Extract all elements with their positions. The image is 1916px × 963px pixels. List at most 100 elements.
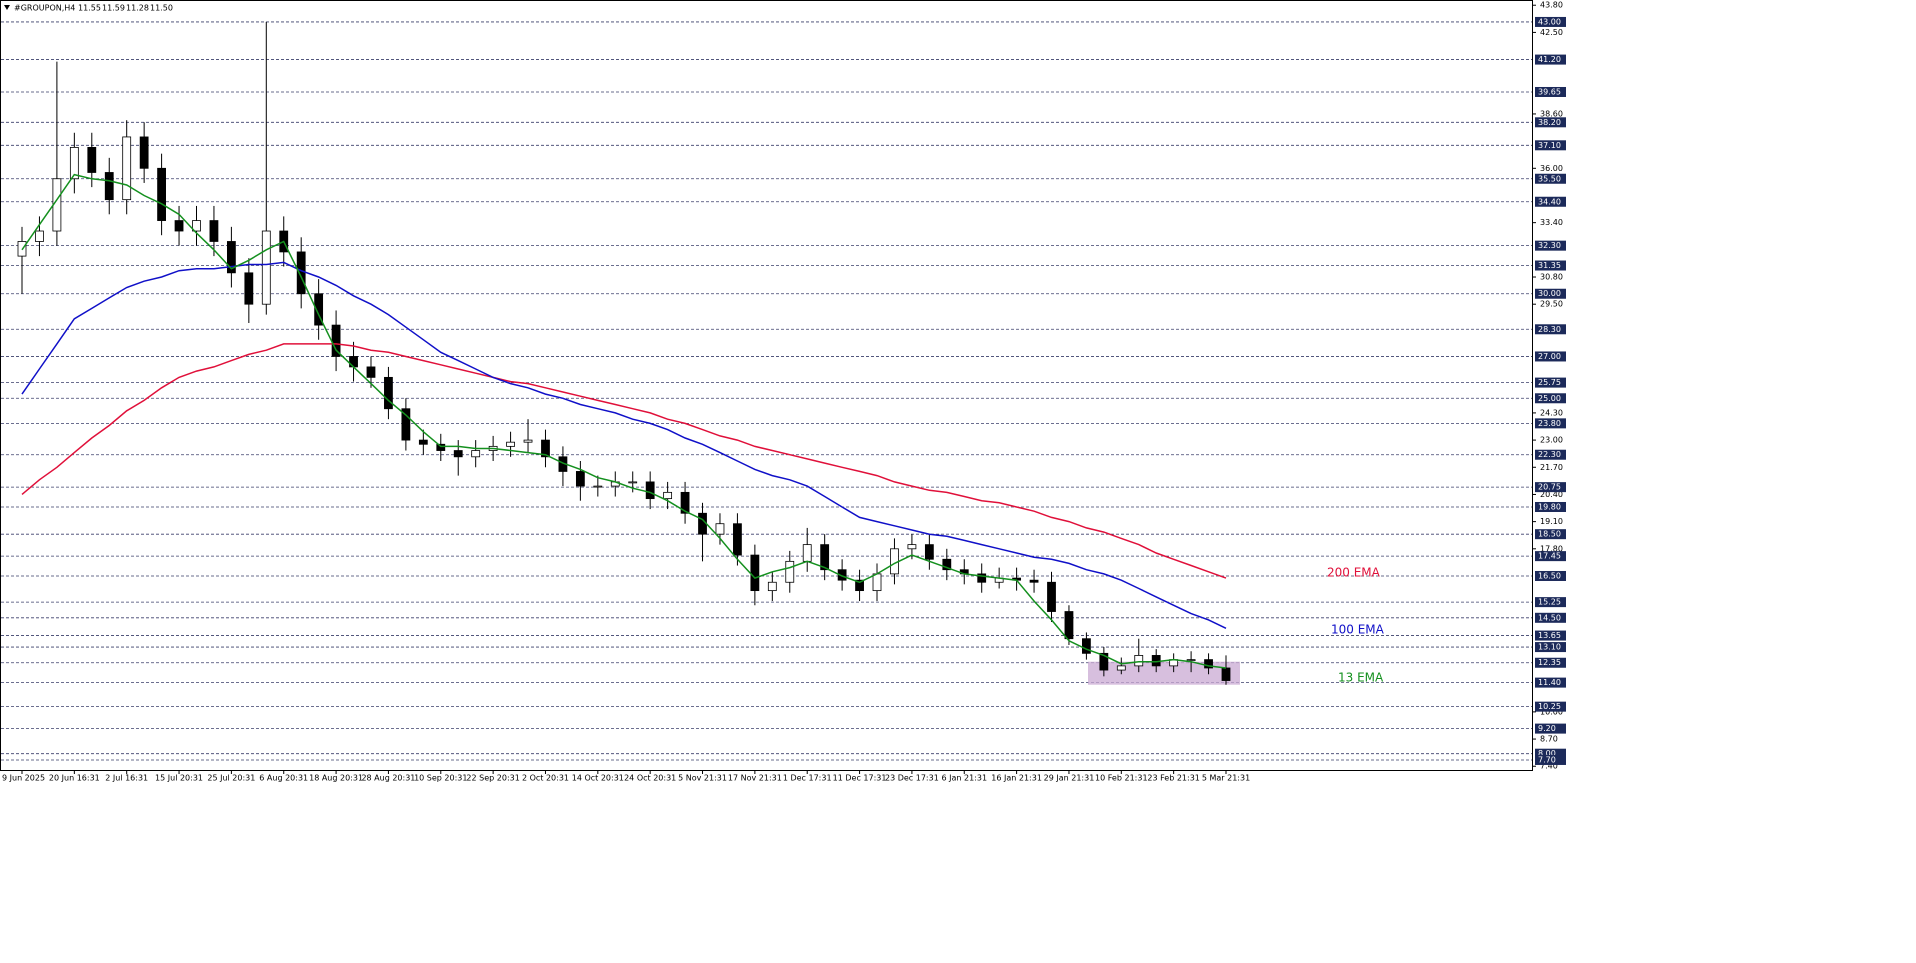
level-label-bg bbox=[1535, 140, 1566, 151]
level-label-bg bbox=[1535, 551, 1566, 562]
x-tick-label: 2 Oct 20:31 bbox=[522, 774, 569, 783]
level-label-bg bbox=[1535, 677, 1566, 688]
level-label: 30.00 bbox=[1538, 289, 1561, 298]
level-label-bg bbox=[1535, 630, 1566, 641]
candle-body bbox=[453, 450, 463, 458]
candle-body bbox=[35, 230, 44, 242]
y-tick-label: 7.40 bbox=[1540, 762, 1558, 771]
x-tick-label: 6 Jan 21:31 bbox=[941, 774, 987, 783]
y-tick-label: 17.80 bbox=[1540, 544, 1563, 553]
level-label: 20.75 bbox=[1538, 483, 1561, 492]
level-label-bg bbox=[1535, 117, 1566, 128]
level-label: 25.75 bbox=[1538, 378, 1561, 387]
header-value: 11.50 bbox=[150, 4, 173, 13]
candle-body bbox=[663, 491, 673, 500]
ema-line bbox=[21, 261, 1227, 629]
y-tick-label: 20.40 bbox=[1540, 490, 1563, 499]
level-label-bg bbox=[1535, 501, 1566, 512]
x-tick-label: 9 Jun 2025 bbox=[2, 774, 45, 783]
level-label: 22.30 bbox=[1538, 450, 1561, 459]
candle-body bbox=[593, 485, 603, 488]
level-label: 12.35 bbox=[1538, 658, 1561, 667]
candle-body bbox=[1082, 638, 1091, 654]
ema-line bbox=[21, 173, 1227, 669]
candle-body bbox=[802, 544, 812, 562]
candle-body bbox=[1064, 611, 1074, 640]
x-tick-label: 1 Dec 17:31 bbox=[783, 774, 832, 783]
level-label-bg bbox=[1535, 657, 1566, 668]
level-label-bg bbox=[1535, 377, 1566, 388]
y-tick-label: 29.50 bbox=[1540, 300, 1563, 309]
x-tick-label: 2 Jul 16:31 bbox=[105, 774, 148, 783]
y-tick-label: 33.40 bbox=[1540, 218, 1563, 227]
level-label-bg bbox=[1535, 351, 1566, 362]
x-tick-label: 18 Aug 20:31 bbox=[309, 774, 363, 783]
level-label-bg bbox=[1535, 612, 1566, 623]
x-tick-label: 23 Dec 17:31 bbox=[885, 774, 939, 783]
level-label: 14.50 bbox=[1538, 613, 1561, 622]
level-label-bg bbox=[1535, 16, 1566, 27]
candle-body bbox=[1116, 665, 1126, 671]
candle-body bbox=[977, 573, 987, 583]
candle-body bbox=[907, 544, 917, 550]
candle-body bbox=[872, 573, 882, 592]
level-label: 37.10 bbox=[1538, 141, 1561, 150]
level-label-bg bbox=[1535, 418, 1566, 429]
legend-label: 200 EMA bbox=[1327, 566, 1381, 580]
level-label: 15.25 bbox=[1538, 598, 1561, 607]
level-label-bg bbox=[1535, 701, 1566, 712]
candle-body bbox=[471, 450, 481, 458]
level-label-bg bbox=[1535, 642, 1566, 653]
header-value: 11.55 bbox=[78, 4, 101, 13]
level-label-bg bbox=[1535, 723, 1566, 734]
level-label-bg bbox=[1535, 173, 1566, 184]
x-tick-label: 6 Aug 20:31 bbox=[259, 774, 308, 783]
candle-body bbox=[575, 471, 585, 487]
level-label: 32.30 bbox=[1538, 241, 1561, 250]
level-label-bg bbox=[1535, 288, 1566, 299]
level-label-bg bbox=[1535, 529, 1566, 540]
x-tick-label: 17 Nov 21:31 bbox=[728, 774, 782, 783]
level-label-bg bbox=[1535, 240, 1566, 251]
legend-label: 100 EMA bbox=[1331, 623, 1385, 637]
candle-body bbox=[698, 512, 707, 535]
x-tick-label: 5 Nov 21:31 bbox=[678, 774, 727, 783]
candle-body bbox=[209, 220, 219, 242]
candle-body bbox=[942, 558, 952, 571]
level-label-bg bbox=[1535, 86, 1566, 97]
y-tick-label: 23.00 bbox=[1540, 436, 1563, 445]
header-value: 11.28 bbox=[126, 4, 149, 13]
x-tick-label: 10 Feb 21:31 bbox=[1095, 774, 1147, 783]
x-tick-label: 28 Aug 20:31 bbox=[361, 774, 415, 783]
y-tick-label: 42.50 bbox=[1540, 28, 1563, 37]
level-label: 9.20 bbox=[1538, 724, 1556, 733]
x-tick-label: 25 Jul 20:31 bbox=[207, 774, 255, 783]
candle-body bbox=[349, 356, 358, 368]
level-label-bg bbox=[1535, 54, 1566, 65]
level-label: 38.20 bbox=[1538, 118, 1561, 127]
y-tick-label: 36.00 bbox=[1540, 164, 1563, 173]
level-label-bg bbox=[1535, 393, 1566, 404]
y-tick-label: 10.00 bbox=[1540, 707, 1563, 716]
candle-body bbox=[750, 554, 760, 592]
candle-body bbox=[715, 523, 725, 535]
x-tick-label: 24 Oct 20:31 bbox=[624, 774, 676, 783]
candle-body bbox=[855, 579, 864, 592]
level-label: 8.00 bbox=[1538, 749, 1556, 758]
level-label-bg bbox=[1535, 570, 1566, 581]
x-tick-label: 14 Oct 20:31 bbox=[572, 774, 624, 783]
x-tick-label: 20 Jun 16:31 bbox=[49, 774, 100, 783]
level-label: 25.00 bbox=[1538, 394, 1561, 403]
level-label-bg bbox=[1535, 260, 1566, 271]
level-label-bg bbox=[1535, 748, 1566, 759]
candle-body bbox=[192, 220, 201, 232]
y-tick-label: 30.80 bbox=[1540, 273, 1563, 282]
ema-line bbox=[21, 343, 1227, 579]
candle-body bbox=[837, 569, 847, 581]
candle-body bbox=[785, 560, 795, 583]
level-label: 39.65 bbox=[1538, 87, 1561, 96]
candle-body bbox=[139, 136, 149, 169]
candle-body bbox=[436, 443, 446, 451]
candle-body bbox=[1099, 652, 1109, 671]
